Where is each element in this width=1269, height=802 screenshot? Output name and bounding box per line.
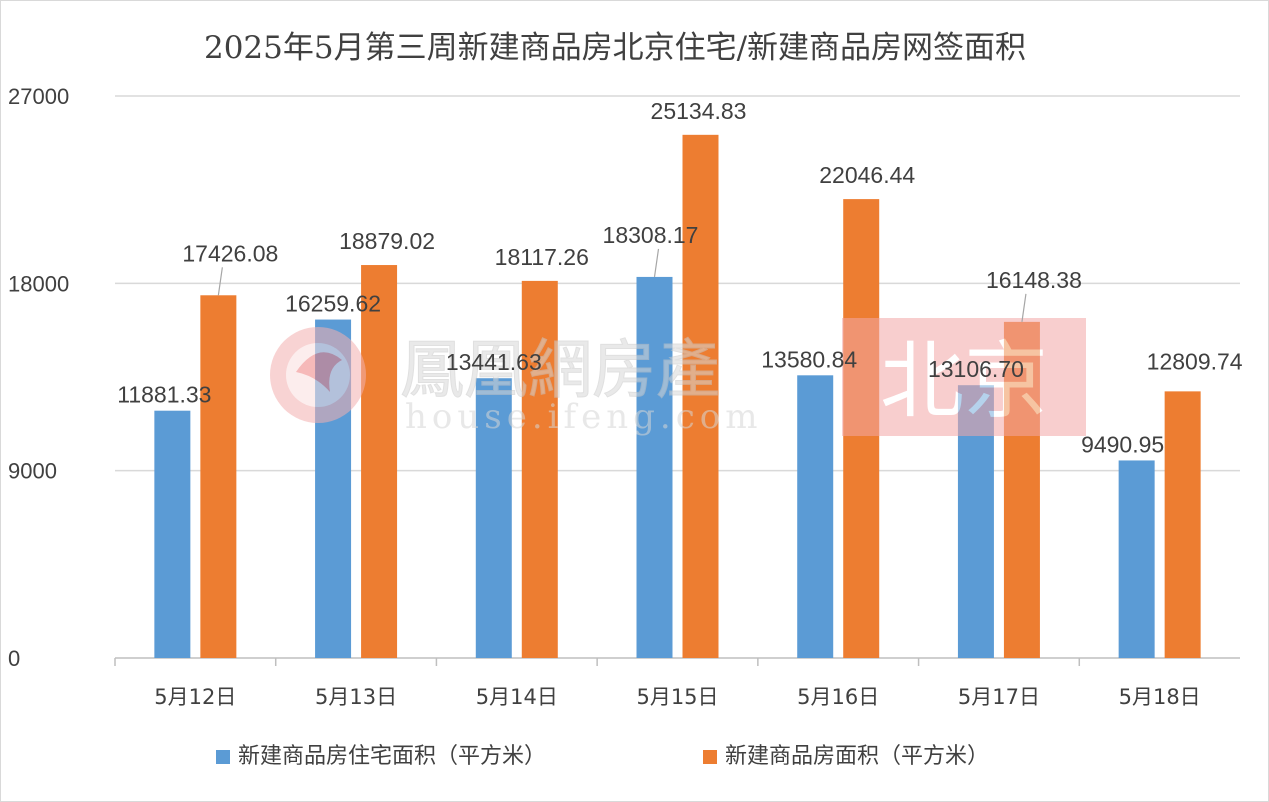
bar-total [200, 295, 237, 658]
data-label: 25134.83 [651, 98, 747, 124]
x-tick-label: 5月12日 [154, 685, 236, 709]
data-label: 22046.44 [819, 162, 915, 188]
ifeng-logo-icon [270, 327, 366, 423]
data-label: 13106.70 [928, 356, 1024, 382]
data-label: 17426.08 [182, 240, 278, 266]
bar-residential [154, 410, 191, 658]
chart-title: 2025年5月第三周新建商品房北京住宅/新建商品房网签面积 [203, 30, 1027, 66]
y-tick-label: 9000 [8, 459, 57, 484]
gridlines [114, 95, 1240, 666]
bar-total [361, 265, 398, 658]
data-label: 18117.26 [495, 244, 589, 270]
data-label: 18879.02 [339, 228, 435, 254]
bar-residential [636, 276, 673, 658]
bar-residential [1118, 460, 1155, 658]
watermark-city: 北京 [880, 332, 1048, 430]
y-tick-label: 0 [8, 646, 20, 671]
x-tick-label: 5月14日 [476, 685, 558, 709]
x-tick-label: 5月17日 [958, 685, 1040, 709]
data-label: 11881.33 [117, 382, 211, 408]
bar-total [521, 280, 558, 658]
y-tick-label: 18000 [8, 271, 69, 296]
data-label: 13441.63 [446, 349, 542, 375]
bar-total [1164, 391, 1201, 658]
data-label: 13580.84 [761, 346, 857, 372]
y-tick-label: 27000 [8, 84, 69, 109]
watermark-url: house.ifeng.com [405, 397, 762, 437]
label-leader-line [1021, 293, 1027, 322]
label-leader-line [217, 267, 223, 296]
data-label: 12809.74 [1147, 348, 1243, 374]
watermark: 鳳凰網房產 house.ifeng.com 北京 [270, 318, 1086, 437]
data-label: 18308.17 [603, 222, 699, 248]
x-tick-label: 5月16日 [797, 685, 879, 709]
x-tick-label: 5月15日 [636, 685, 718, 709]
data-label: 9490.95 [1081, 431, 1164, 457]
data-label: 16259.62 [285, 291, 381, 317]
legend-label: 新建商品房面积（平方米） [725, 744, 989, 769]
watermark-city-badge [842, 318, 1086, 436]
legend: 新建商品房住宅面积（平方米） 新建商品房面积（平方米） [216, 744, 989, 769]
bar-residential [475, 378, 512, 658]
y-axis-ticks: 0 9000 18000 27000 [8, 84, 69, 671]
x-tick-label: 5月13日 [315, 685, 397, 709]
bar-total [682, 134, 719, 658]
bar-residential [797, 375, 834, 658]
data-labels: 11881.33 17426.08 16259.62 18879.02 13441.63… [117, 98, 1243, 458]
data-label: 16148.38 [986, 267, 1082, 293]
label-leader-line [653, 248, 660, 278]
legend-swatch [703, 750, 717, 764]
legend-swatch [216, 750, 230, 764]
x-tick-label: 5月18日 [1119, 685, 1201, 709]
x-axis-ticks: 5月12日 5月13日 5月14日 5月15日 5月16日 5月17日 5月18日 [154, 685, 1200, 709]
legend-label: 新建商品房住宅面积（平方米） [238, 744, 546, 769]
watermark-brand: 鳳凰網房產 [400, 334, 720, 408]
